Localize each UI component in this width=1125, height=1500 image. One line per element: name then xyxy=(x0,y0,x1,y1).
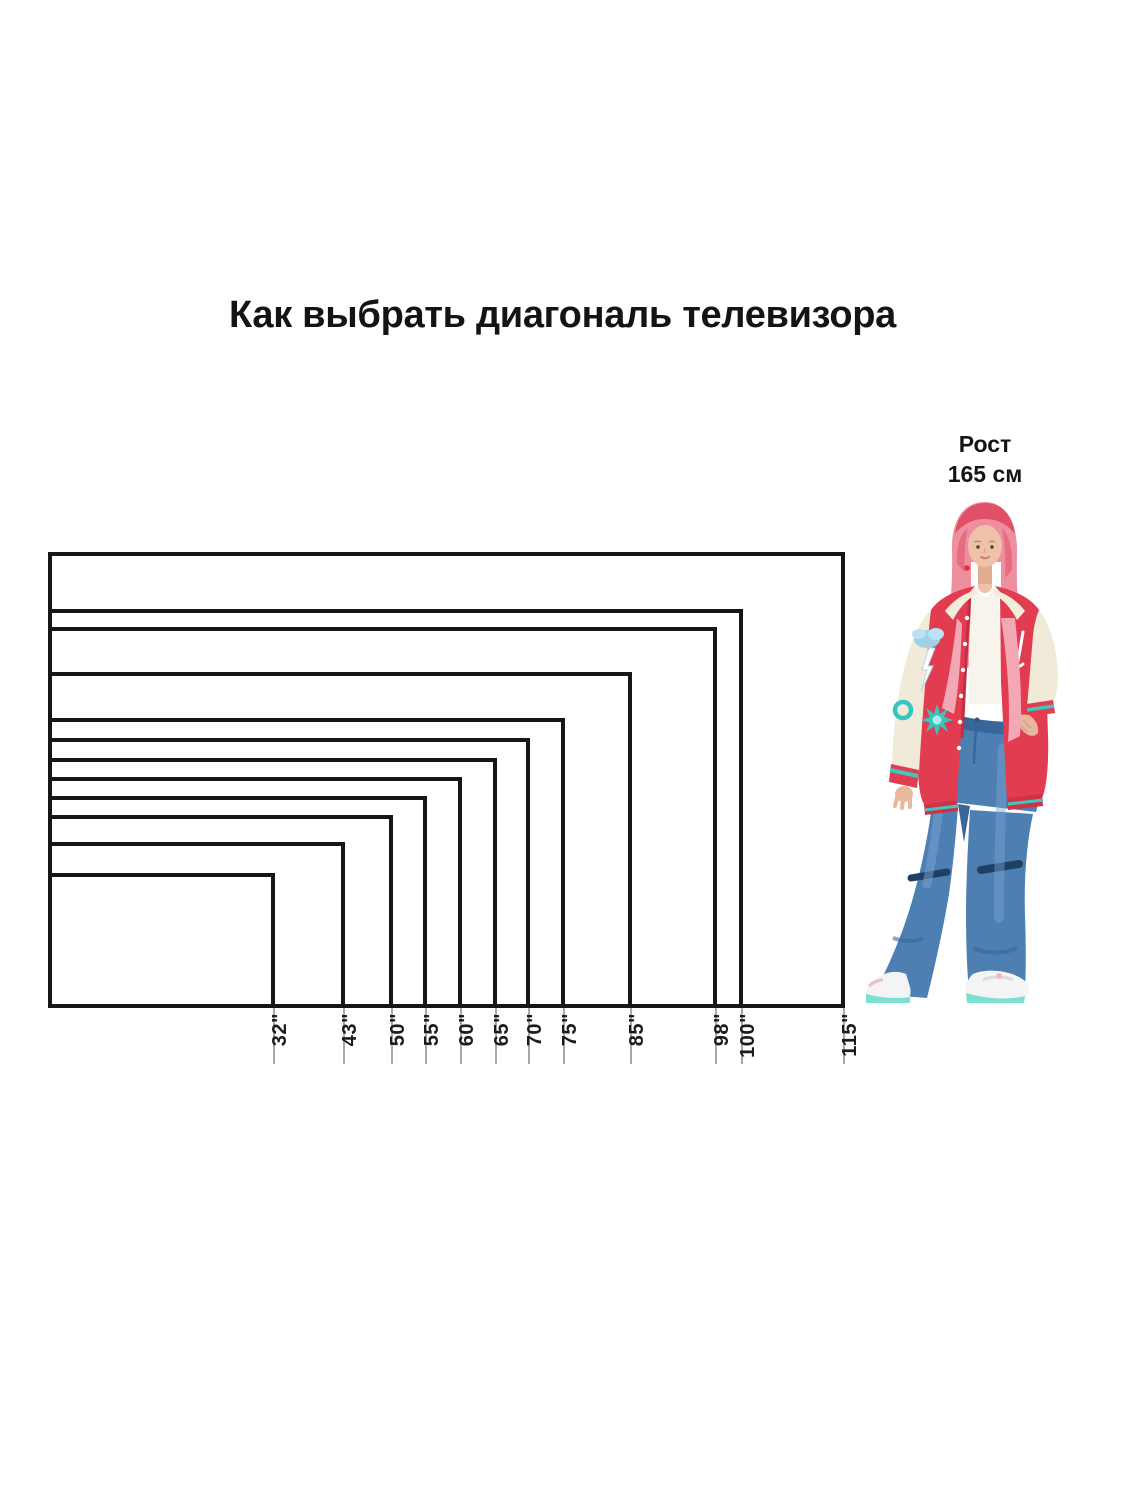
size-tick-43 xyxy=(343,1008,345,1064)
size-tick-55 xyxy=(425,1008,427,1064)
person-height-label: Рост 165 см xyxy=(900,429,1070,489)
size-tick-60 xyxy=(460,1008,462,1064)
size-tick-75 xyxy=(563,1008,565,1064)
size-tick-85 xyxy=(630,1008,632,1064)
size-tick-100 xyxy=(741,1008,743,1064)
size-label-70: 70" xyxy=(524,1013,546,1047)
person-height-label-line2: 165 см xyxy=(947,461,1023,487)
size-label-43: 43" xyxy=(339,1013,361,1047)
size-tick-65 xyxy=(495,1008,497,1064)
size-label-32: 32" xyxy=(269,1013,291,1047)
person-sneakers xyxy=(865,970,1030,1003)
size-label-75: 75" xyxy=(559,1013,581,1047)
size-label-55: 55" xyxy=(421,1013,443,1047)
page-title: Как выбрать диагональ телевизора xyxy=(229,294,896,336)
person-chest xyxy=(978,584,992,593)
person-tank-top xyxy=(968,588,1002,704)
size-tick-70 xyxy=(528,1008,530,1064)
person-hair-front xyxy=(942,503,1022,742)
person-hands xyxy=(893,714,1039,810)
person-earring xyxy=(964,565,970,571)
size-label-85: 85" xyxy=(626,1013,648,1047)
size-tick-32 xyxy=(273,1008,275,1064)
size-label-100: 100" xyxy=(737,1013,759,1058)
jacket-cloud-patch xyxy=(912,628,944,648)
size-label-50: 50" xyxy=(387,1013,409,1047)
jacket-lightning-patch xyxy=(920,647,936,693)
jacket-ring-patch xyxy=(892,699,914,721)
size-tick-50 xyxy=(391,1008,393,1064)
person-height-label-line1: Рост xyxy=(958,431,1012,457)
tv-rectangle-115 xyxy=(48,552,845,1008)
size-tick-98 xyxy=(715,1008,717,1064)
person-illustration xyxy=(865,502,1058,1003)
person-head xyxy=(968,525,1002,567)
size-label-60: 60" xyxy=(456,1013,478,1047)
size-label-65: 65" xyxy=(491,1013,513,1047)
size-label-115: 115" xyxy=(839,1013,861,1057)
person-neck xyxy=(978,560,992,588)
jacket-starburst-patch xyxy=(921,704,953,736)
size-tick-115 xyxy=(843,1008,845,1064)
size-label-98: 98" xyxy=(711,1013,733,1047)
